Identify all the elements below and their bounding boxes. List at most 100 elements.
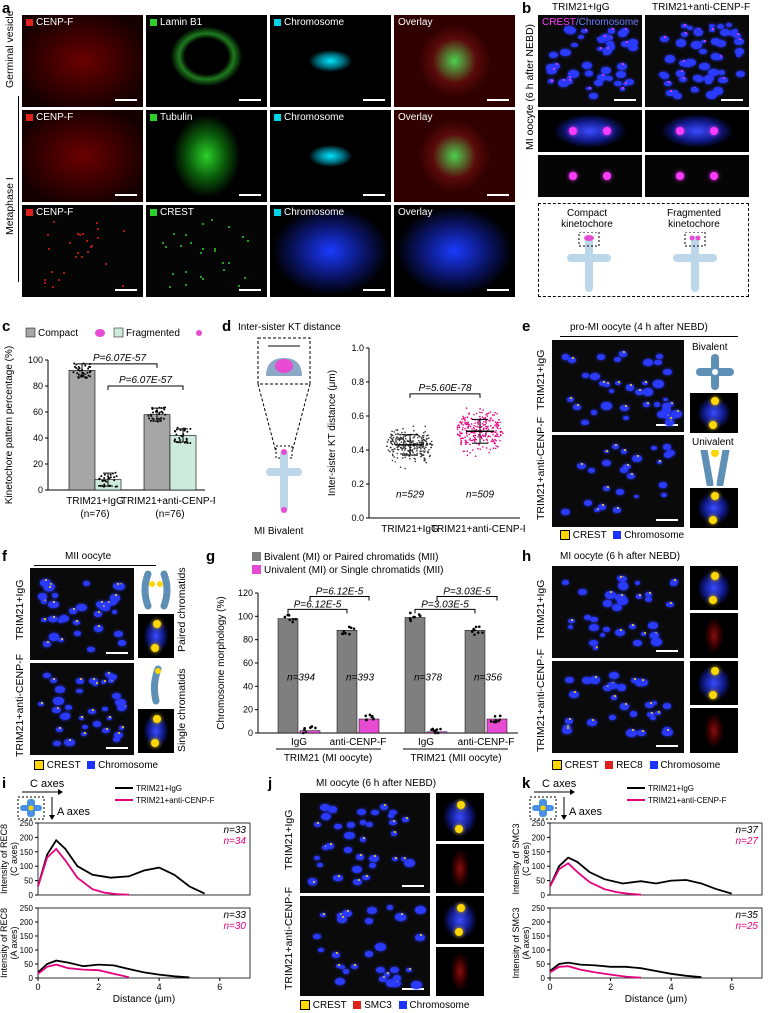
g-point [498, 714, 502, 718]
d-point [498, 435, 500, 438]
d-point [466, 450, 469, 453]
d-point [465, 421, 468, 424]
d-point [473, 440, 476, 443]
c-point [101, 484, 104, 487]
d-point [474, 436, 476, 439]
d-point [391, 430, 393, 433]
k-ylabel: Intensity of SMC3 [512, 823, 521, 894]
d-point [478, 434, 480, 436]
d-point [400, 433, 402, 436]
d-point [467, 424, 470, 426]
e-side-univalent: Univalent [692, 437, 734, 448]
b-micrograph-anti [645, 15, 749, 107]
d-point [479, 415, 481, 418]
d-y-tick-label: 0.0 [351, 513, 364, 523]
g-point [434, 731, 437, 735]
d-point [420, 455, 422, 458]
panel-letter-c: c [2, 318, 11, 335]
d-point [464, 417, 466, 419]
f-legend: CREST Chromosome [34, 760, 158, 771]
e-zoom-igg [690, 393, 738, 433]
g-bar-univalent [486, 718, 508, 734]
c-p2: P=6.07E-57 [119, 375, 173, 386]
c-point [77, 365, 80, 368]
g-point [436, 731, 440, 735]
d-point [427, 437, 430, 439]
d-point [485, 433, 487, 436]
f-paired-schema [141, 570, 171, 610]
c-y-tick-label: 80 [33, 381, 43, 391]
g-group-label: TRIM21 (MI oocyte) [284, 753, 372, 764]
d-point [471, 449, 474, 451]
c-point [149, 419, 152, 422]
d-point [492, 414, 494, 416]
j-row-anti: TRIM21+anti-CENP-F [283, 887, 295, 990]
j-micrograph-anti [300, 896, 430, 996]
d-point [465, 407, 468, 409]
d-point [499, 421, 501, 424]
c-point [98, 484, 101, 487]
d-point [481, 422, 484, 425]
c-point [162, 406, 165, 409]
d-point [474, 422, 476, 424]
d-point [422, 441, 425, 444]
d-y-tick-label: 0.8 [351, 377, 364, 387]
a-micrograph-r1-c0: CENP-F [22, 110, 143, 202]
i-y-tick-label: 150 [20, 932, 34, 941]
d-point [489, 418, 492, 420]
d-y-tick-label: 0.4 [351, 445, 364, 455]
d-point [414, 460, 417, 463]
d-point [397, 438, 399, 441]
d-xcat: TRIM21+anti-CENP-F [431, 524, 525, 535]
c-point [157, 417, 160, 420]
d-point [469, 425, 472, 428]
g-point [494, 719, 498, 722]
d-point [418, 446, 420, 448]
c-point [86, 371, 89, 374]
b-schema-compact-label: Compact kinetochore [561, 208, 613, 230]
c-point [87, 374, 90, 377]
d-point [391, 449, 394, 451]
c-point [114, 471, 117, 474]
d-point [471, 428, 473, 430]
g-point [493, 714, 497, 718]
d-point [485, 419, 488, 422]
d-point [459, 420, 462, 423]
c-point [88, 365, 91, 368]
k-x-tick-label: 6 [729, 982, 734, 992]
c-point [115, 475, 118, 478]
d-point [499, 433, 502, 436]
d-point [396, 436, 398, 438]
d-p: P=5.60E-78 [418, 383, 472, 394]
g-point [283, 615, 287, 619]
j-zoom-igg-merge [436, 793, 484, 841]
d-point [402, 439, 405, 441]
d-point [419, 450, 421, 453]
d-point [393, 456, 395, 458]
d-point [487, 428, 490, 430]
d-point [493, 441, 496, 443]
d-point [392, 436, 395, 439]
d-point [467, 441, 469, 444]
d-point [494, 431, 497, 434]
k-a-arrowhead [561, 815, 567, 820]
metaphase-bracket [18, 96, 19, 282]
d-point [489, 420, 491, 422]
i-legend-2: TRIM21+anti-CENP-F [136, 796, 215, 805]
i-y-tick-label: 50 [24, 960, 33, 969]
d-point [460, 441, 463, 444]
d-point [466, 435, 468, 437]
k-n-anti: n=25 [735, 921, 758, 932]
d-point [418, 441, 421, 444]
g-point [412, 615, 415, 619]
i-n-anti: n=30 [223, 921, 246, 932]
d-point [491, 419, 494, 422]
d-point [465, 431, 468, 434]
g-point [287, 613, 290, 617]
i-mean-line [37, 963, 130, 979]
d-point [494, 447, 497, 450]
i-y-tick-label: 50 [24, 877, 33, 886]
c-point [77, 368, 80, 371]
g-point [294, 617, 298, 621]
d-point [464, 423, 467, 425]
